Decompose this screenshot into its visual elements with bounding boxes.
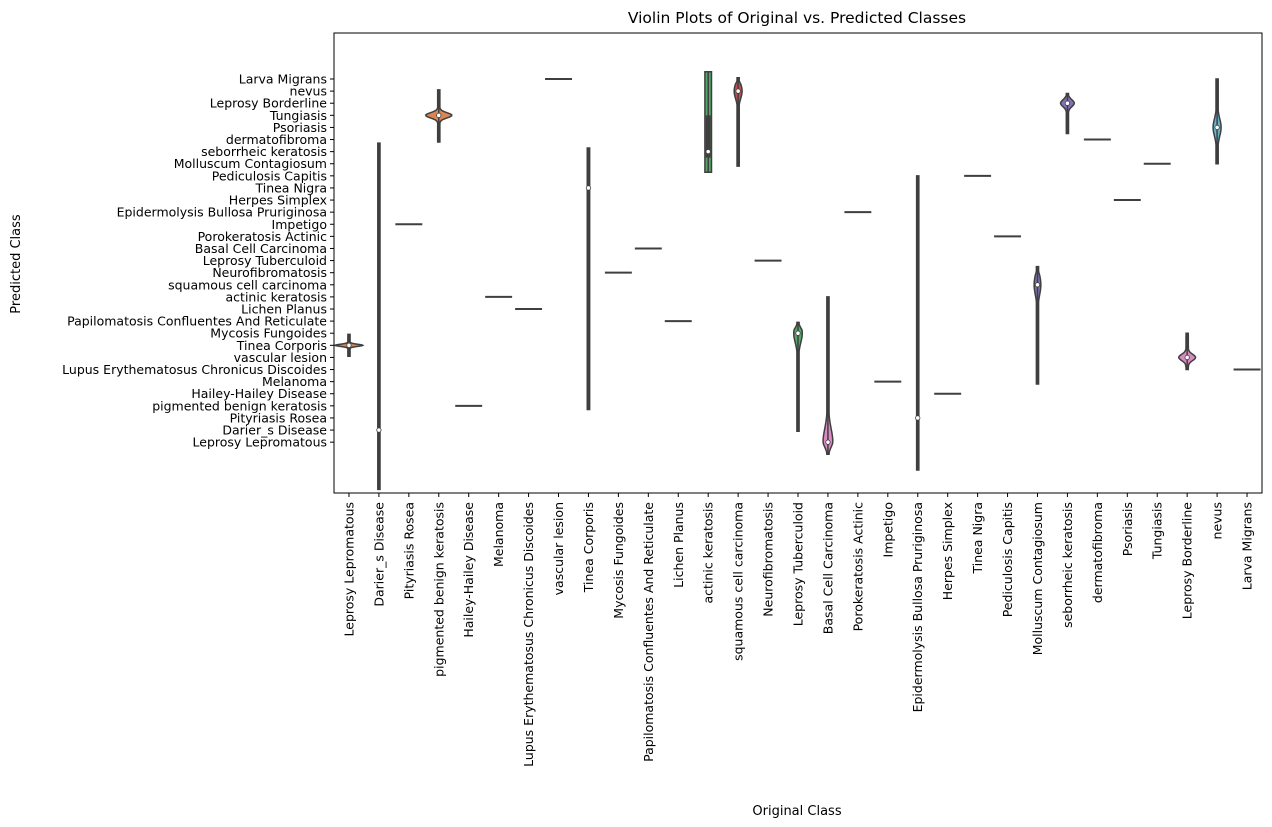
violin-median	[825, 439, 831, 445]
x-tick-label: Tinea Nigra	[970, 502, 985, 575]
y-axis-title: Predicted Class	[9, 214, 24, 314]
violin	[1059, 92, 1076, 135]
violin-median	[1064, 100, 1071, 106]
y-tick-label: Pityriasis Rosea	[230, 410, 327, 425]
violin-median	[705, 149, 711, 155]
violin-median	[1214, 124, 1220, 131]
y-tick-label: Hailey-Hailey Disease	[191, 386, 327, 401]
violin-median	[346, 342, 352, 348]
y-tick-label: Larva Migrans	[239, 72, 327, 87]
y-tick-label: vascular lesion	[234, 350, 327, 365]
y-tick-label: dermatofibroma	[226, 132, 327, 147]
x-tick-label: Pediculosis Capitis	[1000, 502, 1015, 617]
x-tick-label: Impetigo	[880, 502, 895, 557]
y-tick-label: seborrheic keratosis	[201, 144, 327, 159]
violin-median	[376, 427, 382, 433]
violin-median	[915, 415, 921, 421]
y-tick-label: nevus	[290, 84, 327, 99]
x-tick-label: Larva Migrans	[1240, 502, 1255, 590]
x-tick-label: Melanoma	[491, 502, 506, 567]
x-tick-label: dermatofibroma	[1090, 502, 1105, 603]
y-tick-label: squamous cell carcinoma	[168, 277, 327, 292]
y-tick-label: Pediculosis Capitis	[212, 168, 327, 183]
violin	[822, 296, 834, 456]
violin	[585, 147, 592, 411]
x-tick-label: actinic keratosis	[701, 502, 716, 603]
y-tick-label: Tinea Corporis	[236, 338, 327, 353]
x-tick-label: Leprosy Tuberculoid	[791, 502, 806, 626]
violin-median	[735, 88, 741, 94]
y-tick-label: Tungiasis	[269, 108, 327, 123]
y-tick-label: Epidermolysis Bullosa Pruriginosa	[117, 205, 327, 220]
x-tick-label: Psoriasis	[1120, 502, 1135, 556]
y-tick-label: Molluscum Contagiosum	[174, 156, 327, 171]
x-tick-label: seborrheic keratosis	[1060, 502, 1075, 628]
violin	[424, 89, 453, 143]
violin-median	[1184, 354, 1190, 361]
violins-layer	[333, 70, 1261, 491]
x-tick-label: Porokeratosis Actinic	[850, 502, 865, 632]
y-tick-label: Herpes Simplex	[229, 193, 327, 208]
y-tick-label: Darier_s Disease	[222, 423, 327, 438]
violin	[733, 77, 743, 167]
x-tick-label: Tungiasis	[1150, 502, 1165, 560]
x-tick-label: Tinea Corporis	[581, 502, 596, 593]
violin	[1177, 332, 1197, 371]
y-tick-label: Tinea Nigra	[254, 180, 327, 195]
violin	[915, 175, 921, 471]
y-tick-label: Lichen Planus	[241, 302, 327, 317]
chart-title: Violin Plots of Original vs. Predicted C…	[628, 9, 966, 27]
y-tick-label: Leprosy Lepromatous	[193, 435, 327, 450]
violin-median	[795, 330, 801, 336]
violin	[1212, 78, 1222, 165]
violin-iqr	[705, 115, 711, 158]
y-tick-label: Melanoma	[262, 374, 327, 389]
x-tick-label: squamous cell carcinoma	[731, 502, 746, 661]
x-tick-label: Epidermolysis Bullosa Pruriginosa	[910, 502, 925, 712]
x-tick-label: Darier_s Disease	[371, 502, 386, 607]
y-tick-label: Lupus Erythematosus Chronicus Discoides	[62, 362, 327, 377]
y-tick-label: Porokeratosis Actinic	[198, 229, 328, 244]
x-tick-label: vascular lesion	[551, 502, 566, 595]
x-tick-label: Mycosis Fungoides	[611, 502, 626, 619]
x-tick-label: pigmented benign keratosis	[431, 502, 446, 677]
y-tick-label: Leprosy Borderline	[210, 96, 328, 111]
x-axis-title: Original Class	[752, 804, 841, 819]
violin	[792, 321, 804, 433]
x-tick-label: Hailey-Hailey Disease	[461, 502, 476, 638]
x-tick-label: Basal Cell Carcinoma	[820, 502, 835, 634]
violin-median	[1034, 282, 1041, 288]
y-tick-label: Papilomatosis Confluentes And Reticulate	[67, 314, 327, 329]
violin-median	[585, 185, 592, 191]
x-tick-label: nevus	[1210, 502, 1225, 539]
violin	[333, 333, 365, 357]
y-tick-label: Mycosis Fungoides	[210, 326, 327, 341]
violin	[704, 70, 713, 173]
y-tick-label: Neurofibromatosis	[212, 265, 327, 280]
x-tick-label: Lupus Erythematosus Chronicus Discoides	[521, 502, 536, 767]
y-tick-label: Psoriasis	[273, 120, 327, 135]
violin-median	[436, 112, 442, 118]
x-tick-label: Herpes Simplex	[940, 502, 955, 600]
y-tick-label: pigmented benign keratosis	[152, 398, 327, 413]
x-tick-label: Molluscum Contagiosum	[1030, 502, 1045, 655]
y-tick-label: Impetigo	[272, 217, 327, 232]
x-tick-label: Pityriasis Rosea	[401, 502, 416, 599]
plot-area-frame	[333, 32, 1263, 494]
violin	[376, 142, 382, 491]
x-tick-label: Leprosy Lepromatous	[341, 502, 356, 636]
violin	[1033, 265, 1042, 385]
x-tick-label: Lichen Planus	[671, 502, 686, 588]
y-tick-label: Leprosy Tuberculoid	[203, 253, 327, 268]
x-tick-label: Neurofibromatosis	[761, 502, 776, 617]
x-tick-label: Papilomatosis Confluentes And Reticulate	[641, 502, 656, 762]
x-tick-label: Leprosy Borderline	[1180, 502, 1195, 620]
x-axis: Leprosy Lepromatous Darier_s Disease Pityr…	[341, 493, 1255, 767]
y-tick-label: Basal Cell Carcinoma	[195, 241, 327, 256]
y-tick-label: actinic keratosis	[226, 289, 327, 304]
